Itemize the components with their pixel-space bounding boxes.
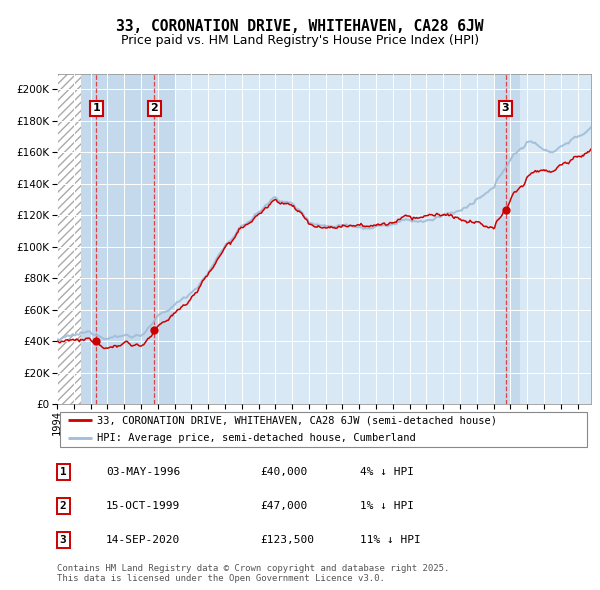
Text: 1: 1 (60, 467, 67, 477)
Text: 33, CORONATION DRIVE, WHITEHAVEN, CA28 6JW (semi-detached house): 33, CORONATION DRIVE, WHITEHAVEN, CA28 6… (97, 415, 497, 425)
Text: 3: 3 (502, 103, 509, 113)
Text: 2: 2 (60, 501, 67, 511)
Text: 1% ↓ HPI: 1% ↓ HPI (360, 501, 414, 511)
Text: HPI: Average price, semi-detached house, Cumberland: HPI: Average price, semi-detached house,… (97, 434, 416, 444)
Text: 4% ↓ HPI: 4% ↓ HPI (360, 467, 414, 477)
Text: 3: 3 (60, 535, 67, 545)
Text: 14-SEP-2020: 14-SEP-2020 (106, 535, 181, 545)
Bar (495, 74, 520, 404)
Text: 11% ↓ HPI: 11% ↓ HPI (360, 535, 421, 545)
Text: £47,000: £47,000 (261, 501, 308, 511)
Text: 03-MAY-1996: 03-MAY-1996 (106, 467, 181, 477)
FancyBboxPatch shape (59, 412, 587, 447)
Text: Price paid vs. HM Land Registry's House Price Index (HPI): Price paid vs. HM Land Registry's House … (121, 34, 479, 47)
Bar (57, 74, 80, 404)
Text: 2: 2 (151, 103, 158, 113)
Text: 15-OCT-1999: 15-OCT-1999 (106, 501, 181, 511)
Bar (80, 74, 126, 404)
Text: £40,000: £40,000 (261, 467, 308, 477)
Text: £123,500: £123,500 (261, 535, 315, 545)
Text: 1: 1 (92, 103, 100, 113)
Text: Contains HM Land Registry data © Crown copyright and database right 2025.
This d: Contains HM Land Registry data © Crown c… (57, 563, 449, 583)
Bar (126, 74, 175, 404)
Text: 33, CORONATION DRIVE, WHITEHAVEN, CA28 6JW: 33, CORONATION DRIVE, WHITEHAVEN, CA28 6… (116, 19, 484, 34)
